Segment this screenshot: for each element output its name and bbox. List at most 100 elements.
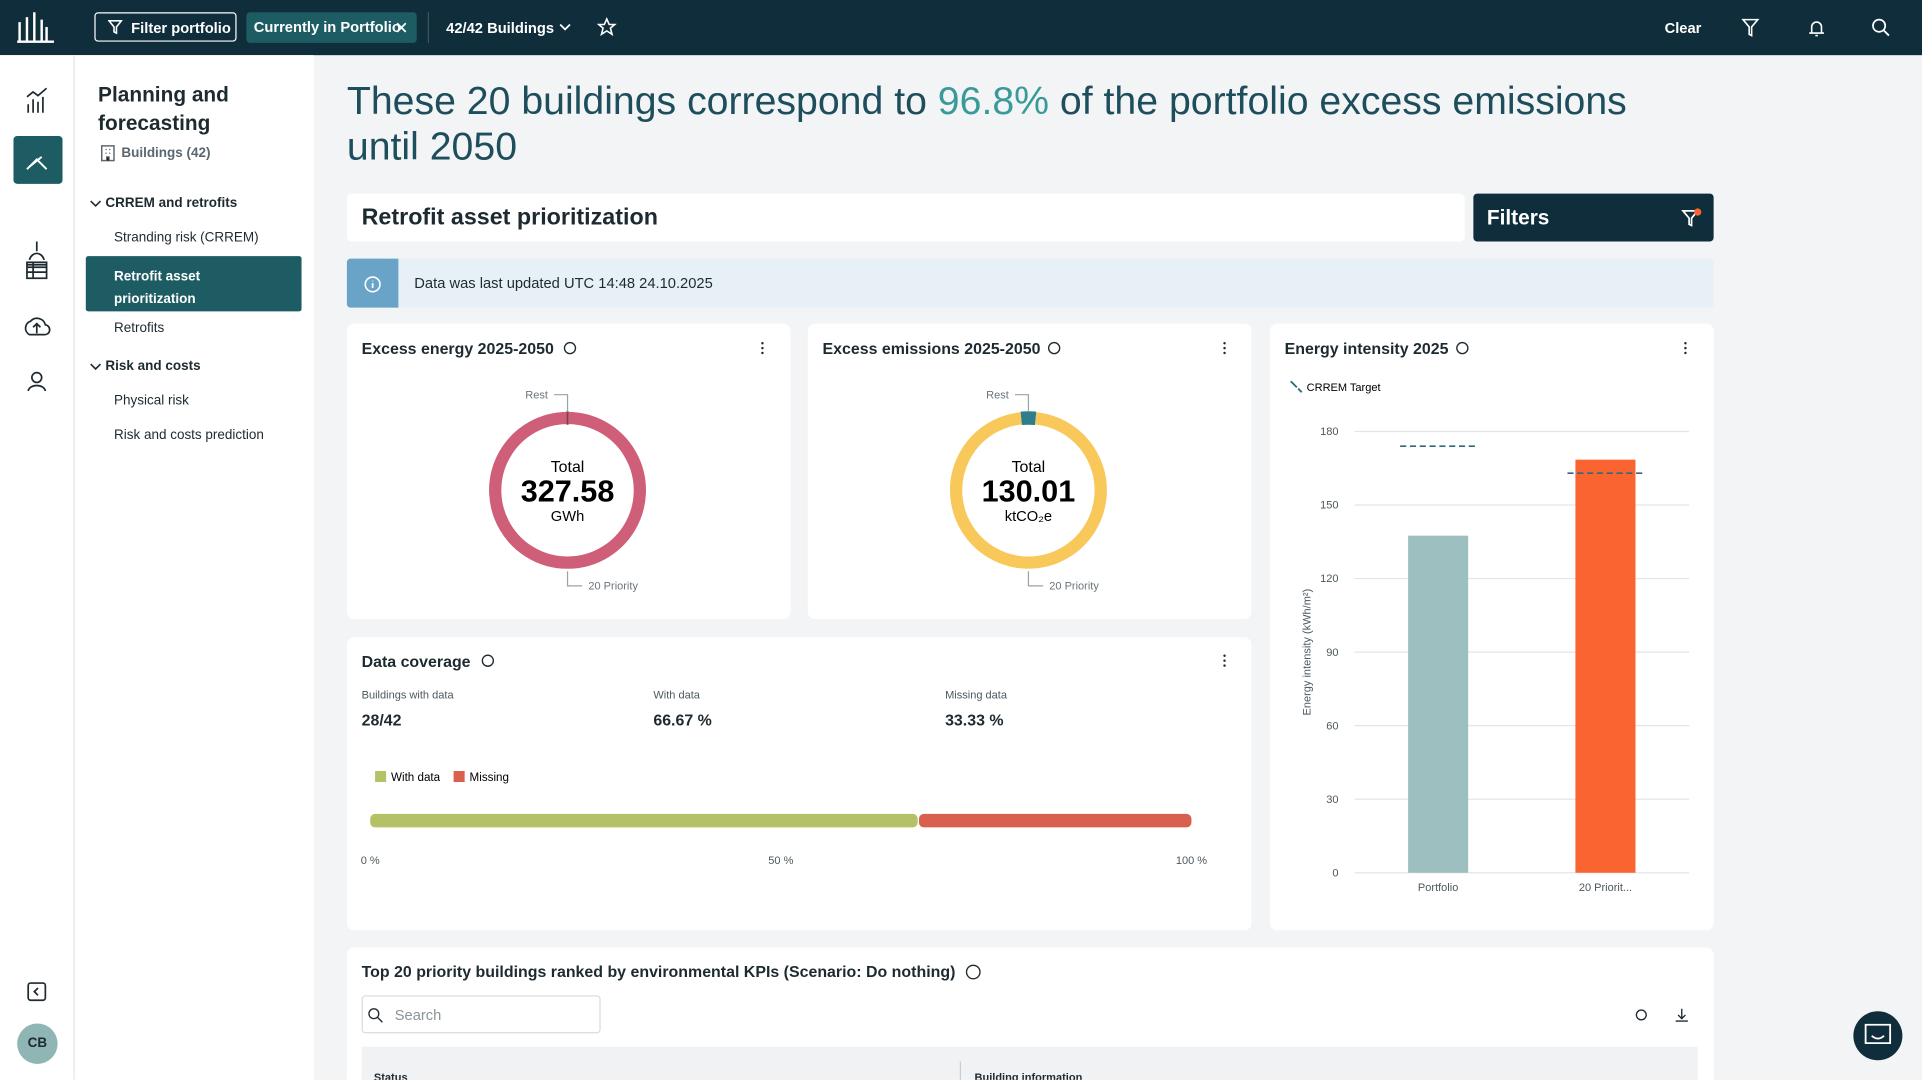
stat-label: Buildings with data [361, 688, 454, 702]
legend-swatch [453, 771, 465, 783]
chip-label: Currently in Portfolio [253, 18, 401, 36]
total-value: 327.58 [521, 474, 615, 508]
excess-energy-card [346, 323, 791, 620]
search-input[interactable] [361, 995, 601, 1034]
filters-button[interactable]: Filters [1473, 193, 1714, 242]
avatar[interactable]: CB [17, 1023, 58, 1064]
button-label: Filters [1486, 205, 1550, 230]
y-tick-label: 150 [1320, 500, 1338, 512]
headline: These 20 buildings correspond to 96.8% o… [347, 78, 1695, 169]
headline-highlight: 96.8% [937, 78, 1050, 123]
total-unit: ktCO₂e [1005, 509, 1052, 525]
nav-item[interactable]: Risk and costs prediction [113, 427, 264, 443]
total-unit: GWh [551, 509, 584, 525]
chip-close[interactable] [396, 22, 407, 33]
stat-label: With data [653, 688, 700, 702]
group-chevron [90, 363, 102, 371]
favorite-star[interactable] [596, 17, 617, 37]
nav-group[interactable]: CRREM and retrofits [105, 196, 238, 211]
info-icon [364, 276, 381, 293]
stat-value: 28/42 [361, 710, 402, 730]
buildings-count: Buildings (42) [121, 145, 211, 161]
excess-emissions-card [807, 323, 1252, 620]
total-label: Total [1012, 459, 1046, 476]
slice-label: 20 Priority [588, 581, 638, 593]
nav-item[interactable]: Retrofits [113, 321, 165, 336]
table-header [361, 1046, 1698, 1080]
logo [17, 12, 54, 43]
nav-item[interactable]: Retrofit asset prioritization [113, 269, 201, 307]
coverage-bar [918, 813, 1192, 828]
total-label: Total [551, 459, 585, 476]
kebab-menus [761, 341, 1687, 667]
label-connector [1014, 394, 1044, 587]
legend-swatch [375, 771, 387, 783]
nav-item[interactable]: Stranding risk (CRREM) [113, 230, 259, 246]
donut-slice [949, 412, 1107, 569]
headline-text: of the portfolio excess emissions until … [346, 78, 1627, 168]
stat-label: Missing data [945, 688, 1008, 702]
chat-button[interactable] [1853, 1011, 1903, 1061]
y-tick-label: 30 [1326, 794, 1338, 806]
card-title: Excess emissions 2025-2050 [822, 339, 1041, 358]
clear-button[interactable]: Clear [1664, 19, 1702, 37]
donut-slice [489, 411, 646, 569]
filter-icon [107, 20, 123, 35]
table-title: Top 20 priority buildings ranked by envi… [361, 962, 956, 981]
energy-intensity-card [1269, 323, 1714, 931]
column-header: Status [373, 1071, 408, 1080]
stat-value: 33.33 % [945, 710, 1004, 730]
headline-text: These 20 buildings correspond to [346, 78, 938, 123]
stat-value: 66.67 % [653, 710, 712, 730]
column-header: Building information [974, 1071, 1083, 1080]
coverage-bar [370, 813, 918, 828]
info-banner-text: Data was last updated UTC 14:48 24.10.20… [414, 274, 713, 292]
nav-group[interactable]: Risk and costs [105, 359, 201, 374]
x-tick-label: 50 % [768, 855, 793, 867]
x-tick-label: 20 Priorit... [1579, 882, 1632, 894]
info-banner [346, 258, 1714, 308]
search-placeholder: Search [394, 1006, 442, 1024]
card-icons [368, 341, 1892, 1045]
slice-label: 20 Priority [1049, 581, 1099, 593]
legend-label: With data [391, 771, 441, 784]
nav-item[interactable]: Physical risk [113, 393, 189, 409]
card-title: Excess energy 2025-2050 [361, 339, 554, 358]
y-tick-label: 0 [1332, 867, 1338, 879]
total-value: 130.01 [982, 474, 1076, 508]
y-tick-label: 180 [1320, 426, 1338, 438]
label-connector [554, 394, 583, 587]
section-header [346, 193, 1465, 242]
nav-item-active[interactable] [85, 256, 302, 312]
buildings-dropdown[interactable]: 42/42 Buildings [446, 19, 555, 37]
slice-label: Rest [525, 389, 548, 401]
icon-rail [0, 55, 75, 1080]
y-axis-label: Energy intensity (kWh/m²) [1301, 589, 1313, 716]
bar [1575, 459, 1636, 873]
top-icons [1741, 18, 1890, 37]
portfolio-chip[interactable]: Currently in Portfolio [246, 12, 417, 43]
slice-label: Rest [986, 389, 1009, 401]
card-title: Data coverage [361, 652, 471, 671]
building-icon [101, 145, 115, 162]
sidebar [74, 55, 314, 1080]
section-title: Retrofit asset prioritization [361, 204, 658, 231]
rail-icons [24, 87, 51, 1002]
filter-portfolio-button[interactable]: Filter portfolio [94, 12, 237, 42]
filters-icon [1681, 208, 1702, 227]
legend-label: Missing [470, 771, 509, 784]
y-tick-label: 60 [1326, 720, 1338, 732]
legend-label: CRREM Target [1307, 382, 1381, 394]
y-tick-label: 90 [1326, 647, 1338, 659]
column-divider [959, 1061, 962, 1080]
bar [1408, 535, 1469, 873]
data-coverage-card [346, 637, 1252, 931]
card-title: Energy intensity 2025 [1284, 339, 1449, 358]
x-tick-label: 100 % [1176, 855, 1207, 867]
y-tick-label: 120 [1320, 573, 1338, 585]
x-tick-label: Portfolio [1418, 882, 1458, 894]
sidebar-title: Planning and forecasting [98, 83, 229, 135]
